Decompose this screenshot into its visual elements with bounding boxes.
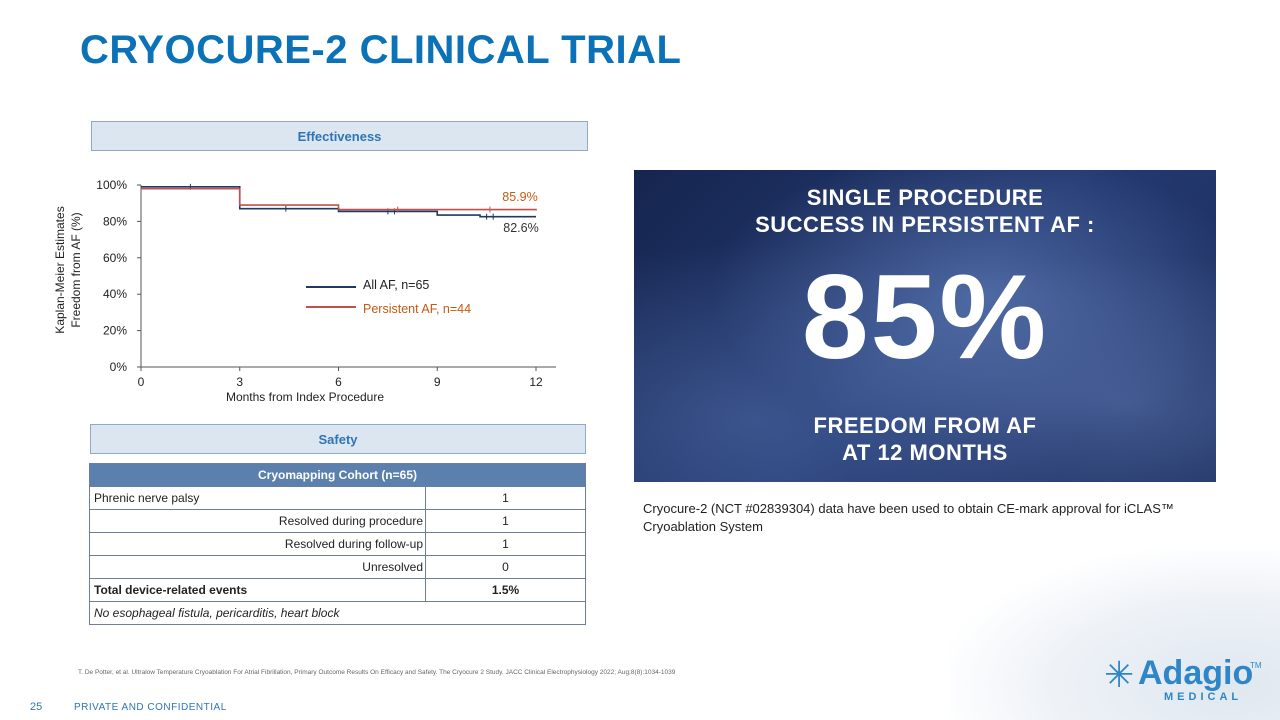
x-tick-label: 12	[529, 375, 543, 389]
end-label-persistent: 85.9%	[502, 190, 537, 204]
y-axis-label-line-1: Kaplan-Meier Estimates	[53, 206, 67, 333]
frost-decoration	[950, 550, 1280, 720]
effectiveness-header: Effectiveness	[91, 121, 588, 151]
hero-line-1: SINGLE PROCEDURE	[806, 185, 1044, 210]
hero-subline: FREEDOM FROM AF AT 12 MONTHS	[634, 412, 1216, 466]
end-label-all: 82.6%	[503, 221, 538, 235]
row-value: 0	[425, 555, 586, 579]
hero-line-3: FREEDOM FROM AF	[813, 413, 1037, 438]
y-tick-label: 0%	[110, 360, 128, 374]
x-tick-label: 0	[138, 375, 145, 389]
km-chart: 0% 20% 40% 60% 80% 100% 0 3 6 9 12 Months from Inde…	[40, 160, 590, 410]
table-row: Unresolved 0	[89, 555, 586, 579]
page-title: CRYOCURE-2 CLINICAL TRIAL	[80, 28, 682, 72]
row-label: Resolved during procedure	[89, 509, 426, 533]
table-row: Phrenic nerve palsy 1	[89, 486, 586, 510]
x-tick-label: 9	[434, 375, 441, 389]
y-axis-label-line-2: Freedom from AF (%)	[69, 212, 83, 327]
y-tick-label: 60%	[103, 251, 127, 265]
hero-big-number: 85%	[801, 250, 1049, 384]
series-line-0	[141, 186, 536, 218]
hero-banner: SINGLE PROCEDURE SUCCESS IN PERSISTENT A…	[634, 170, 1216, 482]
x-axis-label: Months from Index Procedure	[226, 390, 384, 404]
snowflake-icon: ✳	[1104, 654, 1135, 695]
row-label: Resolved during follow-up	[89, 532, 426, 556]
km-chart-svg: 0% 20% 40% 60% 80% 100% 0 3 6 9 12 Months from Inde…	[53, 178, 556, 404]
table-row: Resolved during procedure 1	[89, 509, 586, 533]
logo-subtitle: MEDICAL	[1164, 691, 1243, 703]
confidential-label: PRIVATE AND CONFIDENTIAL	[74, 702, 227, 713]
row-value: 1	[425, 486, 586, 510]
legend-label-persistent: Persistent AF, n=44	[363, 302, 471, 316]
logo-trademark: TM	[1250, 661, 1262, 670]
y-tick-label: 80%	[103, 214, 127, 228]
hero-line-2: SUCCESS IN PERSISTENT AF :	[755, 212, 1095, 237]
y-tick-label: 100%	[96, 178, 127, 192]
logo-name: Adagio	[1138, 654, 1254, 692]
page-number: 25	[30, 701, 43, 713]
row-value: 1.5%	[425, 578, 586, 602]
row-label: Total device-related events	[89, 578, 426, 602]
legend-label-all: All AF, n=65	[363, 278, 429, 292]
row-label: Phrenic nerve palsy	[89, 486, 426, 510]
row-value: 1	[425, 532, 586, 556]
hero-headline: SINGLE PROCEDURE SUCCESS IN PERSISTENT A…	[634, 184, 1216, 238]
y-tick-label: 40%	[103, 287, 127, 301]
safety-note: No esophageal fistula, pericarditis, hea…	[89, 601, 586, 625]
hero-line-4: AT 12 MONTHS	[842, 440, 1008, 465]
adagio-logo: ✳ Adagio TM MEDICAL	[1100, 654, 1276, 710]
x-tick-label: 6	[335, 375, 342, 389]
table-row-note: No esophageal fistula, pericarditis, hea…	[89, 601, 586, 625]
row-value: 1	[425, 509, 586, 533]
y-tick-label: 20%	[103, 324, 127, 338]
row-label: Unresolved	[89, 555, 426, 579]
safety-table: Cryomapping Cohort (n=65) Phrenic nerve …	[89, 463, 586, 625]
x-tick-label: 3	[236, 375, 243, 389]
reference-citation: T. De Potter, et al. Ultralow Temperatur…	[78, 669, 676, 676]
safety-header: Safety	[90, 424, 586, 454]
table-row: Resolved during follow-up 1	[89, 532, 586, 556]
safety-table-header: Cryomapping Cohort (n=65)	[89, 463, 586, 487]
approval-caption: Cryocure-2 (NCT #02839304) data have bee…	[643, 501, 1174, 534]
series-line-1	[141, 187, 537, 211]
table-row-total: Total device-related events 1.5%	[89, 578, 586, 602]
